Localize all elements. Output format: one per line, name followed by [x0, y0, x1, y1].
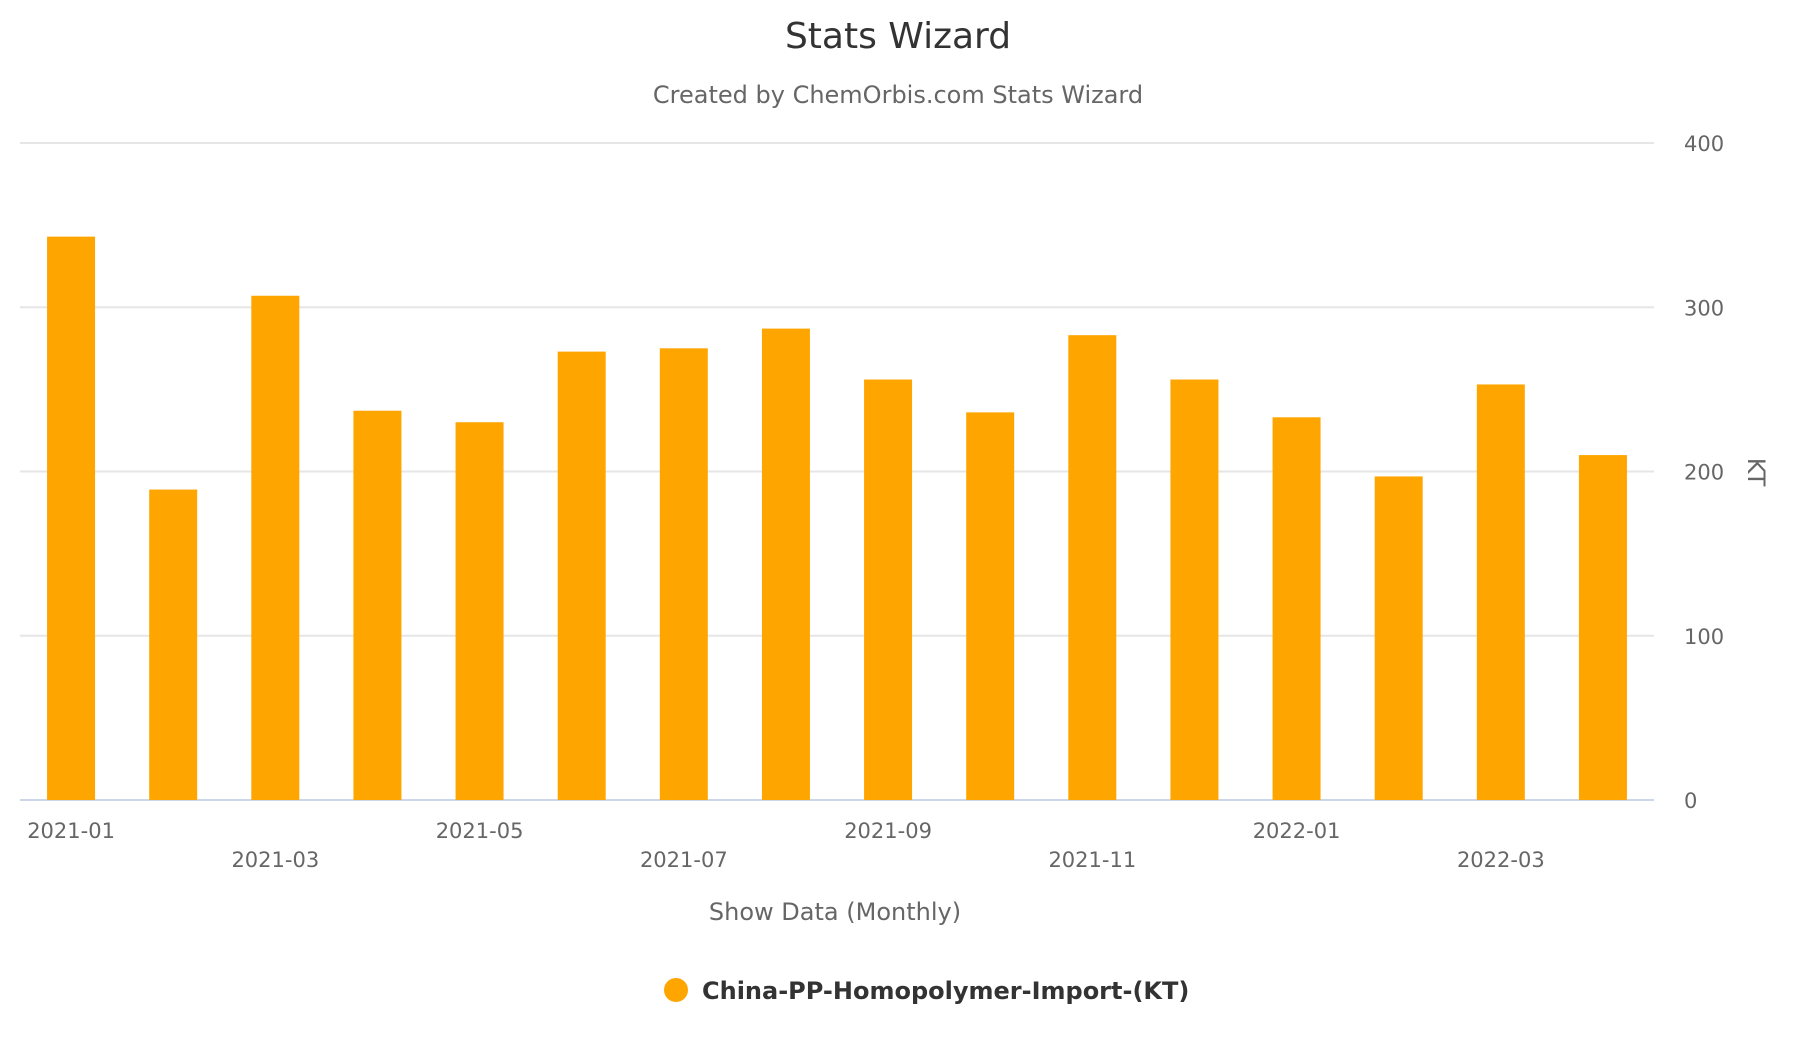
bar[interactable]: [864, 379, 913, 800]
bar[interactable]: [251, 295, 300, 800]
x-tick-label: 2021-01: [27, 819, 115, 843]
bar[interactable]: [1170, 379, 1219, 800]
y-tick-label: 100: [1684, 625, 1724, 649]
x-tick-label: 2022-01: [1253, 819, 1341, 843]
bar[interactable]: [353, 410, 402, 800]
bar[interactable]: [1374, 476, 1423, 800]
legend[interactable]: China-PP-Homopolymer-Import-(KT): [664, 977, 1189, 1005]
x-tick-label: 2022-03: [1457, 848, 1545, 872]
bar[interactable]: [966, 412, 1015, 800]
x-tick-label: 2021-11: [1048, 848, 1136, 872]
x-tick-label: 2021-03: [231, 848, 319, 872]
bar[interactable]: [47, 236, 96, 800]
y-tick-label: 300: [1684, 296, 1724, 320]
x-tick-label: 2021-09: [844, 819, 932, 843]
y-tick-label: 400: [1684, 132, 1724, 156]
x-axis-title: Show Data (Monthly): [709, 898, 961, 926]
bar[interactable]: [1578, 455, 1627, 800]
bar[interactable]: [149, 489, 198, 800]
y-axis-title: KT: [1742, 458, 1770, 487]
x-tick-label: 2021-05: [436, 819, 524, 843]
chart-subtitle: Created by ChemOrbis.com Stats Wizard: [653, 81, 1143, 109]
legend-marker-icon: [664, 978, 688, 1002]
bar[interactable]: [557, 351, 606, 800]
y-axis-tick-labels: 0 100 200 300 400: [1684, 132, 1724, 813]
x-tick-label: 2021-07: [640, 848, 728, 872]
chart-title: Stats Wizard: [785, 16, 1011, 57]
bar[interactable]: [1068, 335, 1117, 800]
bar[interactable]: [1272, 417, 1321, 800]
bar[interactable]: [455, 422, 504, 800]
y-tick-label: 0: [1684, 789, 1697, 813]
legend-label[interactable]: China-PP-Homopolymer-Import-(KT): [702, 977, 1189, 1005]
bar-series: [47, 236, 1627, 800]
bar[interactable]: [761, 328, 810, 800]
y-tick-label: 200: [1684, 461, 1724, 485]
bar[interactable]: [1476, 384, 1525, 800]
bar[interactable]: [659, 348, 708, 800]
x-axis-tick-labels: 2021-01 2021-03 2021-05 2021-07 2021-09 2021-…: [27, 819, 1545, 872]
